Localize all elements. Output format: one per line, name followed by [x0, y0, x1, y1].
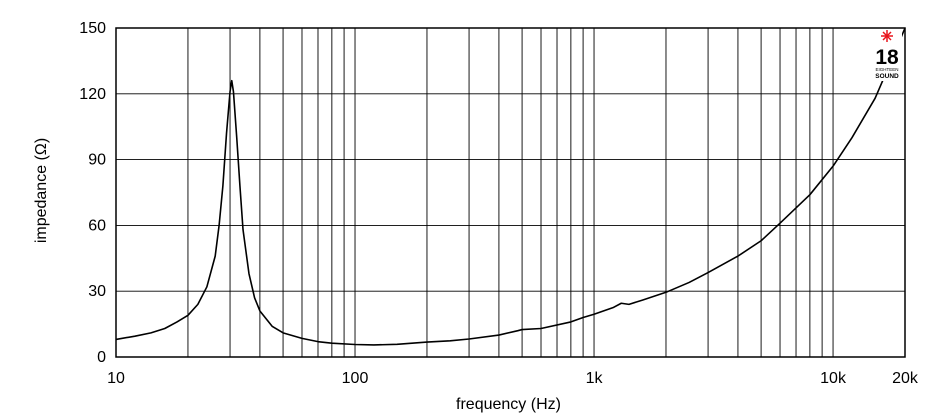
x-tick-label: 10k [820, 370, 847, 387]
x-tick-labels: 10 100 1k 10k 20k [107, 370, 919, 387]
y-axis-label: impedance (Ω) [33, 138, 50, 243]
x-tick-label: 20k [892, 370, 919, 387]
impedance-curve [115, 27, 906, 346]
x-tick-label: 1k [586, 370, 604, 387]
logo-number: 18 [875, 46, 899, 69]
x-axis-label: frequency (Hz) [456, 396, 561, 413]
y-tick-label: 90 [88, 152, 106, 169]
star-icon [881, 30, 893, 42]
y-tick-labels: 0 30 60 90 120 150 [79, 20, 106, 366]
plot-frame [115, 27, 906, 358]
y-tick-label: 30 [88, 283, 106, 300]
logo-line2: SOUND [875, 73, 899, 80]
x-tick-label: 10 [107, 370, 125, 387]
vertical-gridlines [187, 28, 834, 357]
eighteen-sound-logo: 18 EIGHTEEN SOUND [873, 29, 902, 81]
y-tick-label: 150 [79, 20, 106, 37]
y-tick-label: 120 [79, 86, 106, 103]
y-tick-label: 0 [97, 349, 106, 366]
x-tick-label: 100 [342, 370, 369, 387]
horizontal-gridlines [116, 93, 905, 292]
series-group [115, 27, 906, 346]
logo-line1: EIGHTEEN [875, 67, 898, 72]
y-tick-label: 60 [88, 217, 106, 234]
